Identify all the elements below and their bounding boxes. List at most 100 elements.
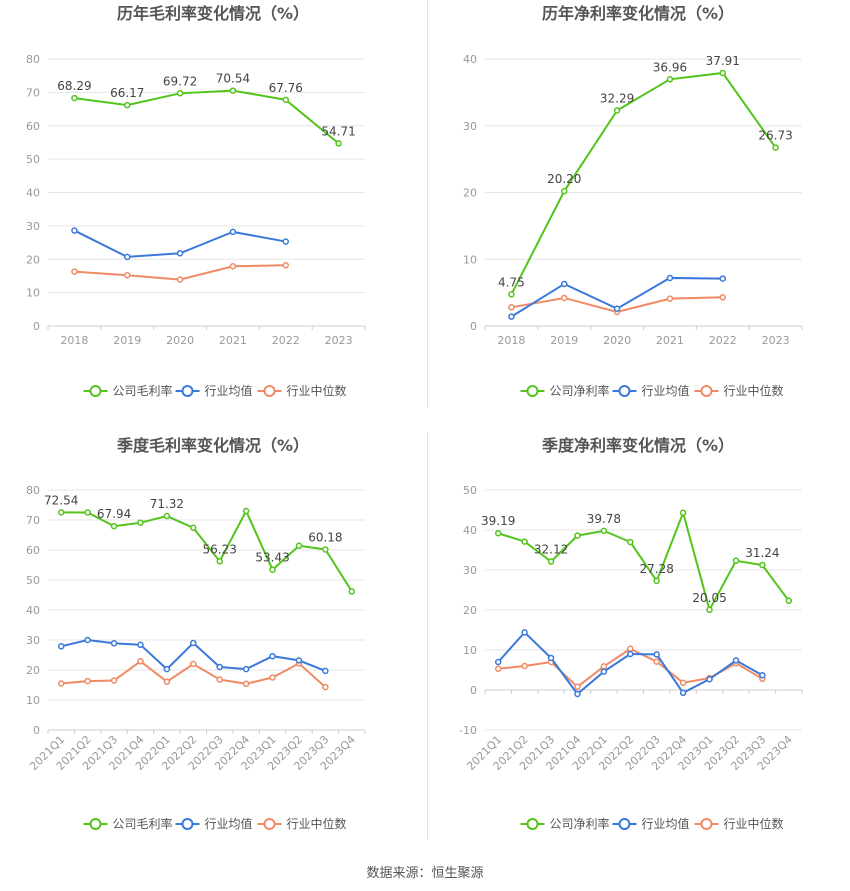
data-point-industry-median: [282, 262, 289, 269]
data-point-company: [561, 187, 568, 195]
legend-item-company[interactable]: 公司净利率: [520, 816, 610, 831]
data-point-industry-median: [561, 294, 568, 302]
y-tick-label: 80: [26, 53, 40, 66]
data-point-industry-avg: [229, 228, 237, 236]
data-point-industry-median: [190, 660, 197, 668]
chart-panel-2: 历年净利率变化情况（%） 0 10 20 30 40 2018 2019 2020 2021 202…: [463, 4, 803, 398]
legend-label: 公司净利率: [550, 816, 610, 831]
data-point-industry-median: [679, 679, 687, 687]
data-point-industry-median: [322, 683, 329, 691]
legend-label: 行业中位数: [287, 383, 347, 398]
data-label: 60.18: [308, 530, 342, 544]
data-point-industry-avg: [295, 657, 303, 664]
data-point-industry-median: [110, 677, 118, 684]
data-point-industry-avg: [521, 629, 528, 636]
legend-item-industry-median[interactable]: 行业中位数: [694, 383, 784, 398]
y-tick-label: 20: [463, 187, 477, 200]
legend-swatch-marker: [89, 818, 102, 830]
legend-item-industry-avg[interactable]: 行业均值: [612, 816, 690, 831]
data-point-industry-median: [137, 658, 144, 665]
data-label: 32.12: [534, 543, 568, 557]
data-label: 39.78: [587, 512, 621, 526]
data-point-industry-median: [269, 674, 276, 681]
y-tick-label: 50: [463, 484, 477, 497]
chart-title: 季度毛利率变化情况（%）: [116, 436, 309, 455]
data-point-industry-avg: [613, 305, 621, 312]
y-tick-label: 50: [26, 574, 40, 587]
data-point-company: [242, 507, 250, 515]
series-line-company: [497, 509, 790, 613]
y-tick-label: 30: [26, 634, 40, 647]
data-label: 54.71: [321, 124, 355, 138]
data-point-industry-avg: [679, 689, 687, 697]
data-point-company: [613, 107, 621, 114]
data-point-industry-median: [653, 658, 660, 665]
x-tick-label: 2021: [219, 334, 247, 347]
data-point-company: [759, 561, 766, 569]
data-point-company: [719, 69, 726, 77]
data-point-company: [772, 144, 779, 151]
data-point-company: [547, 558, 555, 565]
data-point-industry-avg: [57, 643, 65, 650]
legend-label: 行业均值: [205, 816, 253, 831]
data-label: 37.91: [706, 54, 740, 68]
y-tick-label: 10: [463, 644, 477, 657]
legend-item-company[interactable]: 公司净利率: [520, 383, 610, 398]
x-tick-label: 2023: [325, 334, 353, 347]
data-point-industry-avg: [574, 690, 581, 698]
legend-item-industry-median[interactable]: 行业中位数: [694, 816, 784, 831]
legend-swatch-marker: [526, 385, 539, 397]
legend-item-industry-avg[interactable]: 行业均值: [612, 383, 690, 398]
data-point-industry-avg: [124, 253, 131, 261]
chart-title: 季度净利率变化情况（%）: [541, 436, 734, 455]
legend-swatch-marker: [89, 385, 102, 397]
legend-item-industry-avg[interactable]: 行业均值: [175, 383, 253, 398]
chart-title: 历年毛利率变化情况（%）: [117, 4, 309, 23]
y-tick-label: 60: [26, 544, 40, 557]
chart-title: 历年净利率变化情况（%）: [542, 4, 734, 23]
data-label: 69.72: [163, 74, 197, 88]
x-tick-label: 2018: [60, 334, 88, 347]
legend-item-industry-avg[interactable]: 行业均值: [175, 816, 253, 831]
data-point-industry-avg: [110, 640, 118, 647]
data-label: 20.20: [547, 172, 581, 186]
data-point-industry-avg: [176, 249, 184, 257]
data-point-company: [335, 140, 342, 147]
data-point-company: [521, 538, 528, 545]
data-point-industry-avg: [137, 641, 144, 649]
data-point-company: [229, 87, 237, 94]
x-tick-label: 2019: [550, 334, 578, 347]
y-tick-label: 50: [26, 153, 40, 166]
data-label: 32.29: [600, 91, 634, 105]
x-tick-label: 2020: [603, 334, 631, 347]
data-point-industry-avg: [71, 227, 78, 234]
legend-item-industry-median[interactable]: 行业中位数: [257, 816, 347, 831]
data-label: 39.19: [481, 514, 515, 528]
data-point-industry-median: [600, 663, 608, 670]
legend-item-company[interactable]: 公司毛利率: [83, 816, 173, 831]
x-tick-label: 2022: [272, 334, 300, 347]
y-tick-label: 0: [33, 320, 40, 333]
series-line-company: [61, 508, 353, 592]
y-tick-label: 40: [26, 187, 40, 200]
data-point-company: [574, 532, 581, 539]
y-tick-label: 40: [463, 524, 477, 537]
y-tick-label: 10: [463, 253, 477, 266]
data-point-industry-median: [176, 276, 184, 283]
data-point-company: [732, 557, 740, 565]
y-tick-label: 0: [33, 724, 40, 737]
data-label: 67.94: [97, 507, 131, 521]
data-point-company: [706, 606, 713, 614]
legend-item-company[interactable]: 公司毛利率: [83, 383, 173, 398]
legend-item-industry-median[interactable]: 行业中位数: [257, 383, 347, 398]
legend-label: 公司毛利率: [113, 816, 173, 831]
data-label: 26.73: [758, 129, 792, 143]
y-tick-label: 70: [26, 86, 40, 99]
y-tick-label: 0: [470, 684, 477, 697]
data-point-industry-median: [666, 295, 674, 302]
data-point-industry-avg: [547, 654, 555, 662]
legend-swatch-marker: [181, 818, 194, 830]
data-point-company: [322, 546, 329, 553]
chart-panel-3: 季度毛利率变化情况（%）010203040506070802021Q12021Q…: [26, 436, 366, 831]
